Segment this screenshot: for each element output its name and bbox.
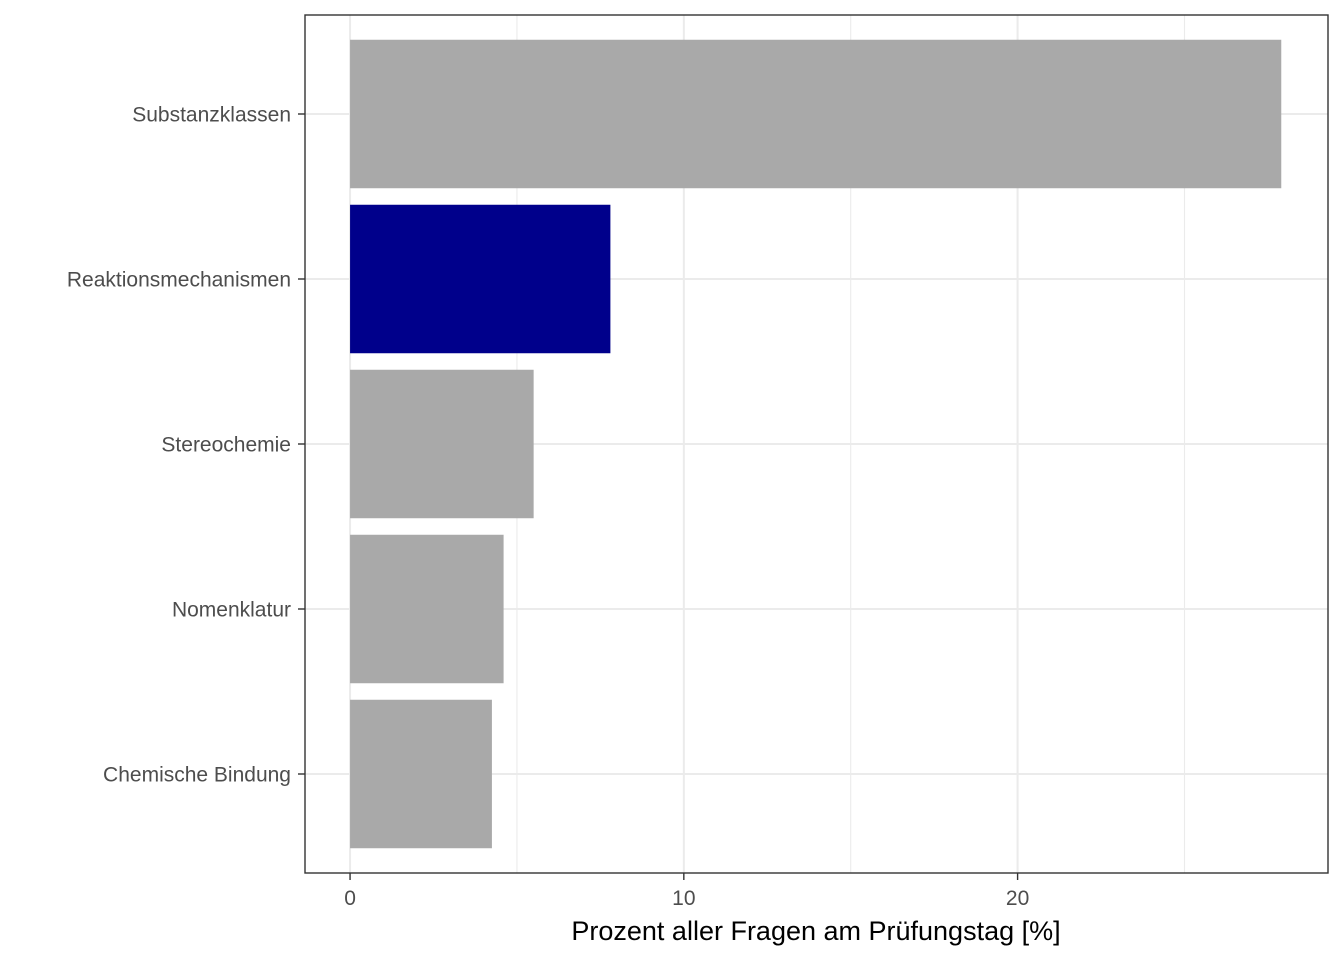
x-axis: 0 10 20 bbox=[344, 873, 1029, 910]
x-tick-label: 10 bbox=[672, 887, 695, 910]
bar-stereochemie bbox=[350, 369, 534, 519]
y-tick-label: Chemische Bindung bbox=[103, 764, 291, 787]
bar-chemische-bindung bbox=[350, 699, 492, 849]
x-axis-title: Prozent aller Fragen am Prüfungstag [%] bbox=[571, 916, 1060, 946]
x-tick-label: 0 bbox=[344, 887, 356, 910]
bar-substanzklassen bbox=[350, 39, 1282, 189]
bars bbox=[350, 39, 1282, 849]
y-tick-label: Substanzklassen bbox=[132, 104, 291, 127]
bar-reaktionsmechanismen bbox=[350, 204, 611, 354]
bar-nomenklatur bbox=[350, 534, 504, 684]
y-tick-label: Nomenklatur bbox=[172, 599, 291, 622]
x-tick-label: 20 bbox=[1006, 887, 1029, 910]
y-tick-label: Reaktionsmechanismen bbox=[67, 269, 291, 292]
y-tick-label: Stereochemie bbox=[161, 434, 291, 457]
y-axis: Substanzklassen Reaktionsmechanismen Stere… bbox=[67, 104, 305, 787]
